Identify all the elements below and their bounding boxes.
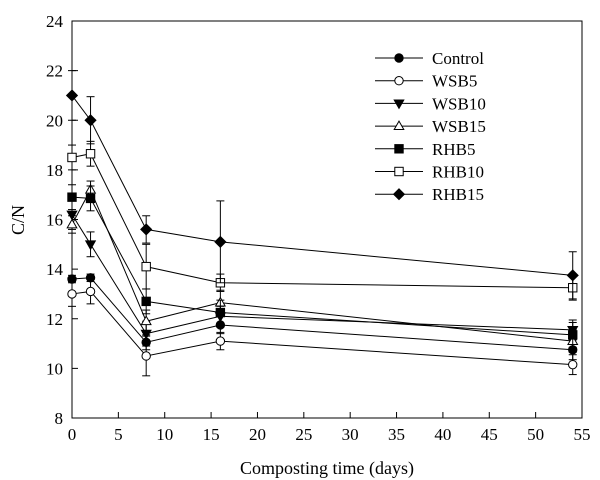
series-wsb15 bbox=[66, 180, 579, 353]
x-tick-label: 35 bbox=[388, 425, 405, 444]
legend-label: WSB5 bbox=[432, 72, 477, 91]
legend-marker bbox=[394, 53, 404, 63]
y-tick-label: 14 bbox=[46, 260, 64, 279]
data-point bbox=[568, 359, 578, 370]
legend: Control WSB5 WSB10 WSB15 RHB5 RHB10 RHB15 bbox=[375, 49, 486, 204]
y-tick-label: 10 bbox=[46, 359, 63, 378]
legend-label: Control bbox=[432, 49, 484, 68]
legend-label: RHB5 bbox=[432, 140, 475, 159]
data-point bbox=[65, 89, 79, 102]
x-tick-label: 40 bbox=[434, 425, 451, 444]
legend-item: RHB5 bbox=[375, 140, 475, 159]
data-point bbox=[67, 192, 77, 202]
x-tick-label: 50 bbox=[527, 425, 544, 444]
legend-marker bbox=[392, 188, 406, 201]
axes: 0 5 10 15 20 25 30 35 40 45 50 55 8 10 12 14 16 18 20 22 24 bbox=[46, 12, 591, 444]
legend-marker bbox=[393, 120, 405, 130]
legend-item: WSB5 bbox=[375, 72, 477, 91]
series-rhb10 bbox=[67, 140, 578, 301]
data-point bbox=[215, 307, 226, 318]
y-axis-label: C/N bbox=[8, 205, 28, 235]
data-point bbox=[84, 114, 97, 127]
data-point bbox=[566, 269, 579, 282]
data-point bbox=[85, 149, 96, 159]
legend-marker bbox=[393, 99, 405, 110]
x-tick-label: 20 bbox=[249, 425, 266, 444]
data-point bbox=[85, 286, 96, 297]
y-tick-label: 20 bbox=[46, 111, 63, 130]
series-rhb15 bbox=[65, 70, 579, 300]
legend-label: WSB10 bbox=[432, 94, 486, 113]
x-tick-label: 15 bbox=[203, 425, 220, 444]
data-point bbox=[141, 261, 151, 272]
series-layer bbox=[65, 70, 579, 377]
y-tick-label: 18 bbox=[46, 161, 63, 180]
y-tick-label: 22 bbox=[46, 62, 63, 81]
data-point bbox=[140, 315, 152, 326]
y-tick-label: 16 bbox=[46, 211, 63, 230]
data-point bbox=[85, 193, 96, 204]
legend-marker bbox=[394, 166, 404, 177]
x-tick-label: 10 bbox=[156, 425, 173, 444]
legend-label: WSB15 bbox=[432, 117, 486, 136]
series-wsb5 bbox=[67, 278, 578, 377]
data-point bbox=[67, 152, 77, 163]
series-rhb5 bbox=[67, 184, 578, 348]
legend-item: Control bbox=[375, 49, 484, 68]
legend-marker bbox=[394, 144, 404, 154]
x-tick-label: 45 bbox=[481, 425, 498, 444]
data-point bbox=[141, 351, 151, 361]
legend-item: RHB15 bbox=[375, 185, 484, 204]
legend-label: RHB10 bbox=[432, 163, 484, 182]
x-tick-label: 5 bbox=[114, 425, 123, 444]
y-tick-label: 12 bbox=[46, 310, 63, 329]
legend-item: WSB15 bbox=[375, 117, 486, 136]
legend-label: RHB15 bbox=[432, 185, 484, 204]
series-line bbox=[71, 95, 573, 276]
data-point bbox=[66, 218, 78, 229]
y-tick-label: 24 bbox=[46, 12, 64, 31]
legend-item: RHB10 bbox=[375, 163, 484, 182]
data-point bbox=[140, 223, 153, 236]
data-point bbox=[141, 296, 151, 307]
y-tick-label: 8 bbox=[55, 409, 64, 428]
legend-marker bbox=[394, 76, 404, 86]
x-axis-label: Composting time (days) bbox=[240, 458, 414, 479]
x-tick-label: 0 bbox=[68, 425, 77, 444]
data-point bbox=[84, 240, 97, 251]
data-point bbox=[568, 330, 578, 340]
x-tick-label: 25 bbox=[295, 425, 312, 444]
x-tick-label: 30 bbox=[342, 425, 359, 444]
x-tick-label: 55 bbox=[574, 425, 591, 444]
legend-item: WSB10 bbox=[375, 94, 486, 113]
data-point bbox=[67, 289, 77, 299]
data-point bbox=[215, 336, 226, 346]
data-point bbox=[214, 235, 227, 248]
